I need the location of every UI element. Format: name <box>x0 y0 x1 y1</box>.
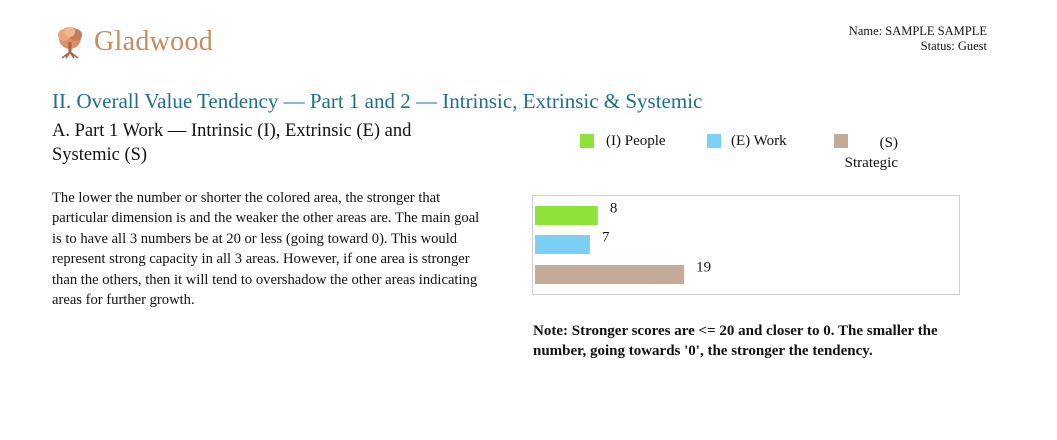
user-name: Name: SAMPLE SAMPLE <box>848 24 987 38</box>
bar-value-label: 7 <box>602 230 610 246</box>
bar-chart-plot: 87 19 <box>535 201 711 284</box>
legend-swatch <box>580 134 594 148</box>
chart-note: Note: Stronger scores are <= 20 and clos… <box>533 323 938 359</box>
legend-swatch <box>707 134 721 148</box>
tree-icon <box>58 27 82 59</box>
brand-logo: Gladwood <box>52 24 213 60</box>
bar-chart: 8 7 19 <box>532 195 960 295</box>
legend-swatch <box>834 134 848 148</box>
bar-1 <box>535 206 598 225</box>
chart-legend: (I) People (E) Work (S) Strategic <box>578 133 928 177</box>
description-paragraph: The lower the number or shorter the colo… <box>52 190 480 309</box>
legend-label: (S) Strategic <box>844 135 898 171</box>
section-title: II. Overall Value Tendency — Part 1 and … <box>52 89 703 113</box>
bar-2 <box>535 235 590 254</box>
bar-value-label: 19 <box>696 260 711 276</box>
user-status: Status: Guest <box>920 39 987 53</box>
user-info: Name: SAMPLE SAMPLE Status: Guest <box>849 24 987 54</box>
subsection-title: A. Part 1 Work — Intrinsic (I), Extrinsi… <box>52 121 412 165</box>
bar-value-label: 8 <box>610 201 618 217</box>
legend-label: (E) Work <box>731 133 787 149</box>
bar-3 <box>535 265 685 284</box>
legend-label: (I) People <box>606 133 666 149</box>
brand-name: Gladwood <box>94 26 214 57</box>
